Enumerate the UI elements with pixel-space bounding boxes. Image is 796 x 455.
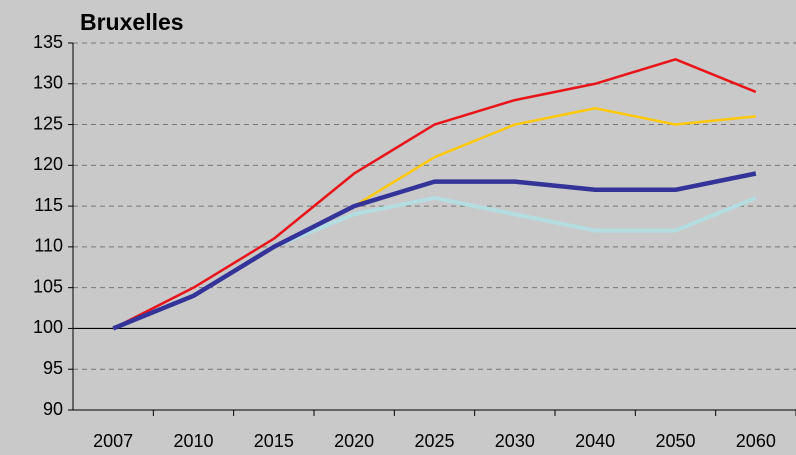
y-tick-label: 125 [33,113,63,133]
x-tick-label: 2010 [173,431,213,451]
y-tick-label: 95 [43,358,63,378]
y-tick-label: 135 [33,32,63,52]
x-tick-label: 2030 [495,431,535,451]
y-tick-label: 90 [43,399,63,419]
y-tick-label: 105 [33,276,63,296]
y-tick-label: 120 [33,154,63,174]
series-line [112,171,757,331]
x-tick-label: 2040 [575,431,615,451]
series-line [112,106,756,330]
x-tick-label: 2015 [254,431,294,451]
x-tick-label: 2050 [655,431,695,451]
x-tick-label: 2025 [414,431,454,451]
x-tick-label: 2060 [736,431,776,451]
y-tick-label: 100 [33,317,63,337]
series-line [112,58,757,330]
y-tick-label: 110 [34,236,63,256]
y-tick-label: 130 [33,73,63,93]
x-tick-label: 2007 [93,431,133,451]
x-tick-label: 2020 [334,431,374,451]
y-tick-label: 115 [34,195,63,215]
chart-title: Bruxelles [80,9,184,35]
series-line [112,195,757,331]
